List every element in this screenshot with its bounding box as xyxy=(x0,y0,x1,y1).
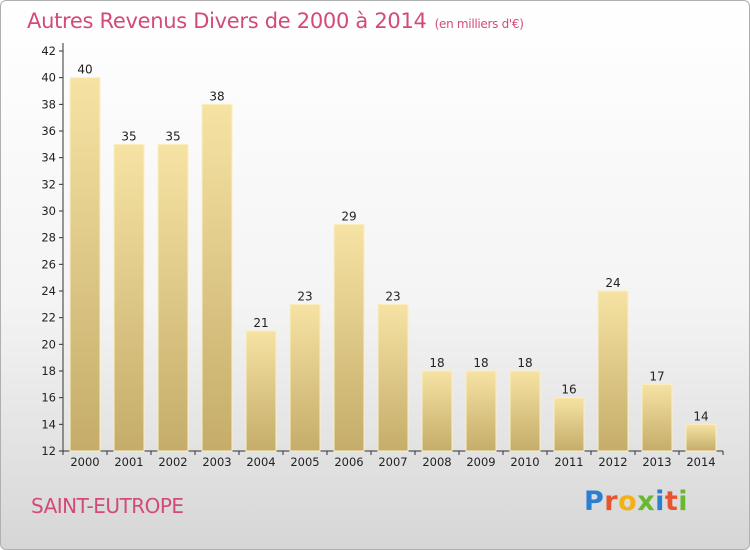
x-tick-label: 2003 xyxy=(202,455,231,469)
bar-value-label: 18 xyxy=(429,356,444,370)
bar-value-label: 23 xyxy=(385,289,400,303)
x-tick-label: 2007 xyxy=(378,455,407,469)
x-tick-label: 2005 xyxy=(290,455,319,469)
brand-letter: P xyxy=(584,486,605,517)
x-tick-label: 2006 xyxy=(334,455,363,469)
bar-value-label: 18 xyxy=(517,356,532,370)
chart-unit: (en milliers d'€) xyxy=(434,17,524,31)
y-tick-label: 36 xyxy=(41,124,56,138)
brand-letter: i xyxy=(678,486,689,517)
bar xyxy=(377,303,409,452)
bar xyxy=(333,223,365,452)
bar xyxy=(641,383,673,452)
y-tick-label: 26 xyxy=(41,257,56,271)
y-tick-label: 32 xyxy=(41,177,56,191)
bar xyxy=(157,143,189,452)
bar-value-label: 40 xyxy=(77,63,92,77)
brand-letter: x xyxy=(637,486,656,517)
bar-value-label: 21 xyxy=(253,316,268,330)
x-tick-label: 2008 xyxy=(422,455,451,469)
bar xyxy=(465,370,497,452)
y-tick-label: 14 xyxy=(41,417,56,431)
bar xyxy=(69,77,101,452)
y-tick-label: 12 xyxy=(41,444,56,458)
bar-value-label: 17 xyxy=(649,369,664,383)
x-tick-label: 2002 xyxy=(158,455,187,469)
brand-letter: i xyxy=(655,486,665,517)
bar-value-label: 18 xyxy=(473,356,488,370)
bar xyxy=(509,370,541,452)
brand-letter: t xyxy=(664,486,679,517)
location-name: SAINT-EUTROPE xyxy=(31,494,184,518)
bar-value-label: 35 xyxy=(121,129,136,143)
y-tick-label: 20 xyxy=(41,337,56,351)
bar-value-label: 24 xyxy=(605,276,620,290)
chart-title-text: Autres Revenus Divers de 2000 à 2014 xyxy=(27,9,427,33)
x-tick-label: 2010 xyxy=(510,455,539,469)
bar-value-label: 14 xyxy=(693,409,708,423)
bar-value-label: 29 xyxy=(341,209,356,223)
brand-letter: r xyxy=(604,486,619,517)
bar xyxy=(597,290,629,452)
bar-value-label: 35 xyxy=(165,129,180,143)
x-tick-label: 2012 xyxy=(598,455,627,469)
chart-title: Autres Revenus Divers de 2000 à 2014 (en … xyxy=(27,9,524,33)
y-tick-label: 40 xyxy=(41,71,56,85)
bar-value-label: 23 xyxy=(297,289,312,303)
x-tick-label: 2001 xyxy=(114,455,143,469)
x-tick-label: 2014 xyxy=(686,455,715,469)
bar xyxy=(201,103,233,452)
brand-logo: Proxiti xyxy=(584,486,688,517)
x-tick-label: 2004 xyxy=(246,455,275,469)
x-tick-label: 2013 xyxy=(642,455,671,469)
y-tick-label: 24 xyxy=(41,284,56,298)
bar xyxy=(421,370,453,452)
x-tick-label: 2009 xyxy=(466,455,495,469)
bar xyxy=(289,303,321,452)
bar-value-label: 16 xyxy=(561,383,576,397)
y-tick-label: 18 xyxy=(41,364,56,378)
bar xyxy=(553,397,585,452)
x-tick-label: 2000 xyxy=(70,455,99,469)
x-tick-label: 2011 xyxy=(554,455,583,469)
bar xyxy=(685,423,717,452)
y-tick-label: 38 xyxy=(41,97,56,111)
bar xyxy=(113,143,145,452)
y-tick-label: 28 xyxy=(41,231,56,245)
y-tick-label: 42 xyxy=(41,44,56,58)
brand-letter: o xyxy=(618,486,638,517)
bar-value-label: 38 xyxy=(209,89,224,103)
y-tick-label: 30 xyxy=(41,204,56,218)
y-tick-label: 34 xyxy=(41,151,56,165)
y-tick-label: 16 xyxy=(41,391,56,405)
y-tick-label: 22 xyxy=(41,311,56,325)
bar xyxy=(245,330,277,452)
